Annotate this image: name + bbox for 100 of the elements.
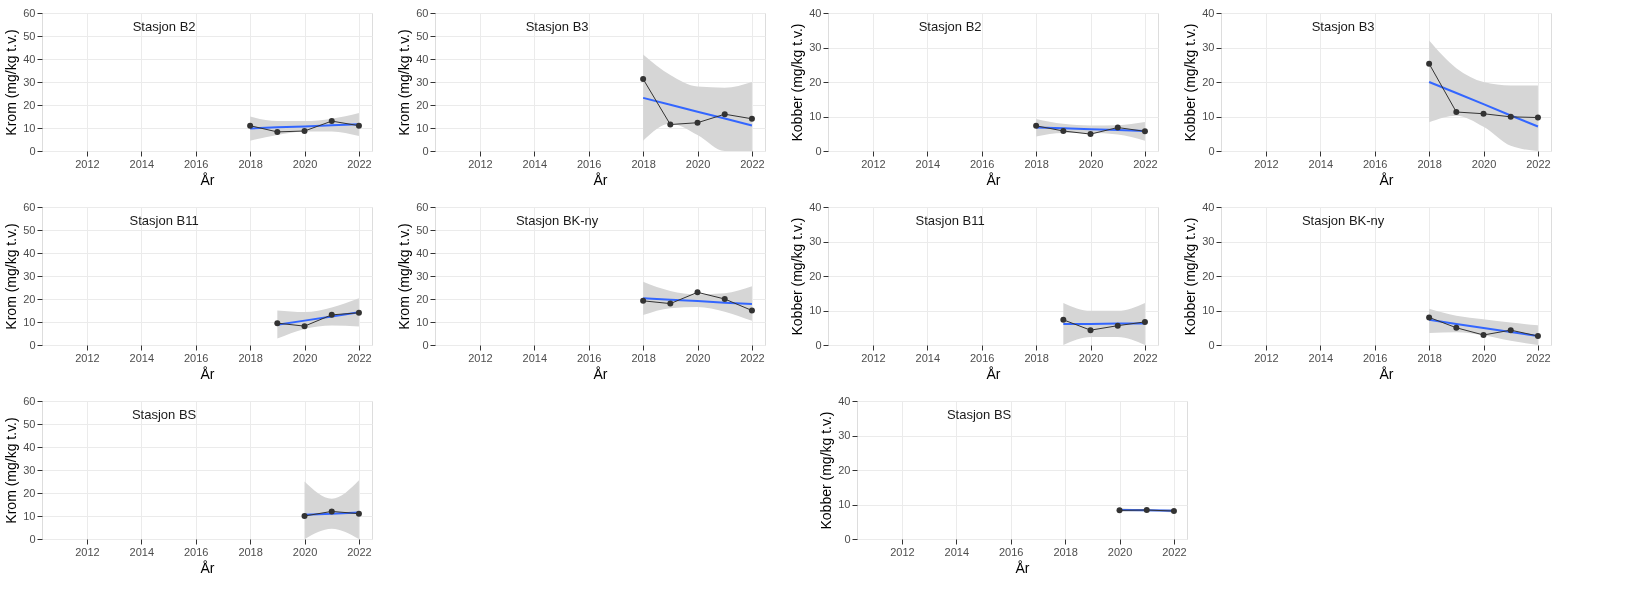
- x-axis-title: År: [200, 365, 215, 382]
- chart-title: Stasjon B11: [915, 213, 985, 228]
- x-axis-title: År: [986, 365, 1001, 382]
- y-tick-label: 60: [23, 200, 36, 213]
- y-axis-title: Krom (mg/kg t.v.): [3, 223, 20, 330]
- y-tick-label: 0: [815, 144, 822, 157]
- y-tick-label: 0: [844, 532, 851, 545]
- x-tick-label: 2016: [183, 351, 209, 364]
- chart-title: Stasjon B3: [1311, 19, 1375, 34]
- x-tick-label: 2018: [1417, 157, 1442, 170]
- chart-title: Stasjon B2: [918, 19, 982, 34]
- chart-title: Stasjon BK-ny: [1301, 213, 1385, 228]
- x-tick-label: 2016: [576, 351, 602, 364]
- x-axis-title: År: [593, 365, 608, 382]
- chart-title: Stasjon B2: [132, 19, 196, 34]
- y-tick-label: 20: [1202, 269, 1215, 282]
- point: [1534, 114, 1541, 121]
- y-axis-title: Kobber (mg/kg t.v.): [1182, 217, 1199, 336]
- point: [1480, 110, 1487, 117]
- y-axis-title: Kobber (mg/kg t.v.): [818, 411, 835, 530]
- x-tick-label: 2022: [1133, 157, 1158, 170]
- chart-title: Stasjon B11: [129, 213, 199, 228]
- point: [667, 121, 674, 128]
- y-tick-label: 40: [416, 52, 429, 65]
- point: [1453, 109, 1460, 116]
- x-tick-label: 2022: [1162, 545, 1187, 558]
- y-tick-label: 40: [23, 246, 36, 259]
- x-tick-label: 2022: [1526, 351, 1551, 364]
- point: [721, 296, 728, 302]
- y-tick-label: 20: [838, 463, 851, 476]
- x-tick-label: 2014: [129, 545, 155, 558]
- point: [721, 111, 728, 118]
- x-tick-label: 2020: [292, 157, 318, 170]
- y-tick-label: 10: [23, 121, 36, 134]
- chart-title: Stasjon BK-ny: [515, 213, 599, 228]
- y-tick-label: 60: [416, 6, 429, 19]
- y-tick-label: 0: [29, 144, 36, 157]
- x-tick-label: 2020: [1471, 351, 1497, 364]
- y-tick-label: 20: [416, 98, 429, 111]
- x-tick-label: 2018: [1417, 351, 1442, 364]
- x-axis-title: År: [1379, 365, 1394, 382]
- y-tick-label: 0: [29, 532, 36, 545]
- x-tick-label: 2016: [969, 351, 995, 364]
- x-tick-label: 2016: [183, 545, 209, 558]
- x-tick-label: 2014: [944, 545, 970, 558]
- x-tick-label: 2018: [238, 545, 263, 558]
- y-axis-title: Krom (mg/kg t.v.): [396, 29, 413, 136]
- y-tick-label: 50: [23, 223, 36, 236]
- y-tick-label: 40: [23, 52, 36, 65]
- point: [748, 115, 755, 122]
- y-tick-label: 40: [416, 246, 429, 259]
- line-series: [1428, 81, 1539, 128]
- x-axis-title: År: [1015, 559, 1030, 576]
- x-tick-label: 2018: [238, 157, 263, 170]
- y-tick-label: 30: [809, 235, 822, 247]
- point: [1426, 314, 1433, 321]
- y-tick-label: 30: [23, 75, 36, 88]
- y-tick-label: 20: [23, 486, 36, 499]
- x-tick-label: 2020: [685, 351, 711, 364]
- x-tick-label: 2022: [1133, 351, 1158, 364]
- y-tick-label: 40: [1202, 200, 1215, 213]
- point: [1507, 327, 1514, 334]
- x-tick-label: 2014: [129, 351, 155, 364]
- y-axis-title: Krom (mg/kg t.v.): [3, 417, 20, 524]
- x-tick-label: 2014: [1308, 157, 1334, 170]
- y-axis-title: Kobber (mg/kg t.v.): [789, 217, 806, 336]
- y-tick-label: 30: [838, 429, 851, 441]
- y-tick-label: 30: [1202, 41, 1215, 53]
- y-tick-label: 40: [809, 200, 822, 213]
- line-series: [642, 96, 753, 127]
- x-tick-label: 2020: [1078, 157, 1104, 170]
- x-tick-label: 2012: [1254, 351, 1279, 364]
- y-tick-label: 10: [809, 110, 822, 122]
- x-tick-label: 2022: [347, 157, 372, 170]
- point: [1534, 333, 1541, 340]
- x-tick-label: 2020: [292, 545, 318, 558]
- x-tick-label: 2018: [631, 157, 656, 170]
- x-axis-title: År: [593, 171, 608, 188]
- y-tick-label: 30: [416, 75, 429, 88]
- x-tick-label: 2012: [75, 545, 100, 558]
- point: [667, 300, 674, 307]
- y-axis-title: Kobber (mg/kg t.v.): [1182, 23, 1199, 142]
- x-tick-label: 2020: [292, 351, 318, 364]
- x-tick-label: 2016: [183, 157, 209, 170]
- x-tick-label: 2014: [915, 157, 941, 170]
- y-tick-label: 40: [1202, 6, 1215, 19]
- chart-title: Stasjon BS: [946, 407, 1012, 422]
- y-tick-label: 10: [23, 509, 36, 522]
- x-tick-label: 2020: [1078, 351, 1104, 364]
- x-tick-label: 2018: [1053, 545, 1078, 558]
- x-tick-label: 2016: [1362, 157, 1388, 170]
- y-tick-label: 20: [809, 269, 822, 282]
- x-tick-label: 2022: [347, 545, 372, 558]
- x-axis-title: År: [1379, 171, 1394, 188]
- y-tick-label: 50: [416, 223, 429, 236]
- y-tick-label: 40: [23, 440, 36, 453]
- y-tick-label: 20: [809, 75, 822, 88]
- y-tick-label: 30: [416, 269, 429, 282]
- y-tick-label: 50: [23, 417, 36, 430]
- y-tick-label: 0: [422, 338, 429, 351]
